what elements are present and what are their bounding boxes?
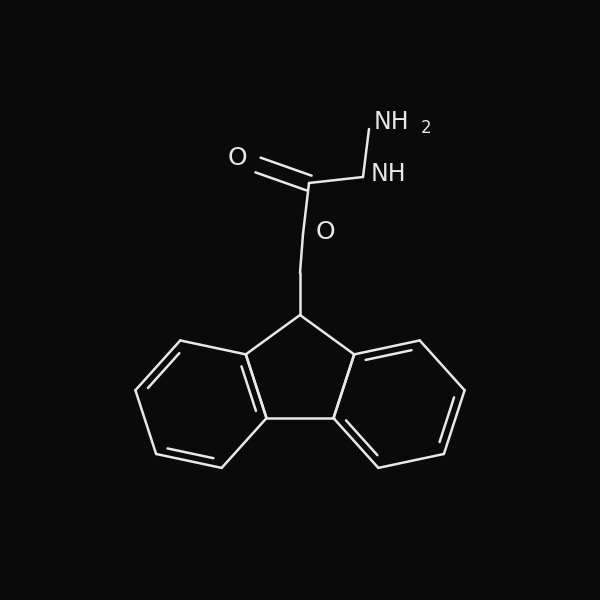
- Text: 2: 2: [421, 119, 431, 137]
- Text: O: O: [227, 146, 247, 170]
- Text: NH: NH: [370, 162, 406, 186]
- Text: O: O: [316, 220, 335, 244]
- Text: NH: NH: [374, 110, 410, 134]
